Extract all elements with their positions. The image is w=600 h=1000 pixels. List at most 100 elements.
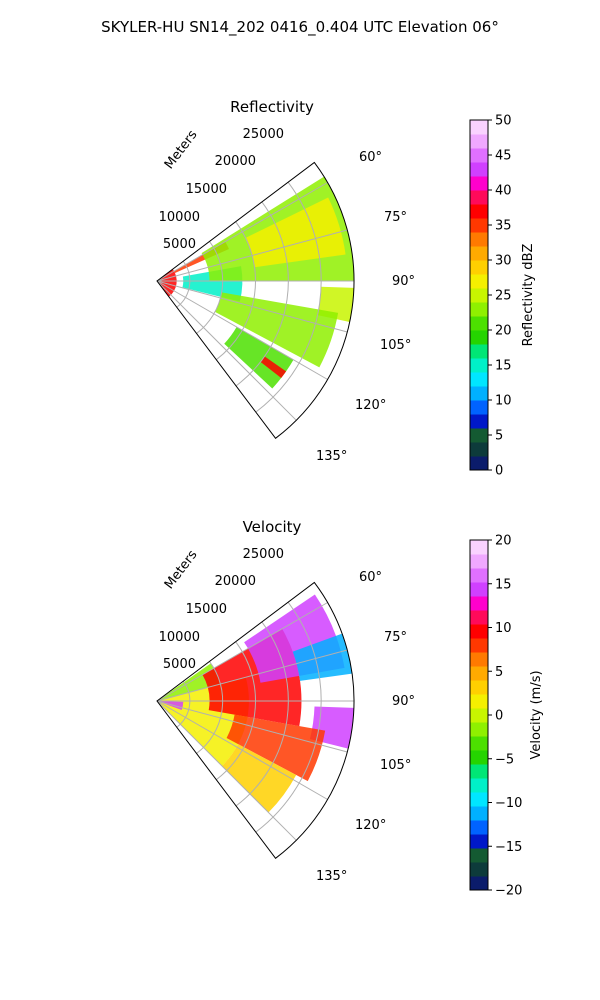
grid-ring	[235, 201, 289, 387]
grid-ring	[255, 181, 322, 413]
colorbar-tick-label: 0	[495, 464, 503, 479]
radial-tick-label: 20000	[215, 154, 256, 169]
colorbar-segment	[470, 792, 488, 807]
grid-ring	[196, 241, 224, 334]
colorbar-segment	[470, 694, 488, 709]
colorbar-segment	[470, 134, 488, 149]
colorbar-tick-label: −5	[495, 752, 514, 767]
radial-tick-label: 5000	[163, 657, 196, 672]
data-cell	[214, 292, 339, 368]
colorbar-tick-label: 20	[495, 324, 512, 339]
colorbar-segment	[470, 190, 488, 205]
velocity-radial-ticks: 5000 10000 15000 20000 25000	[159, 547, 284, 672]
colorbar-segment	[470, 596, 488, 611]
angle-tick-label: 60°	[359, 150, 382, 165]
grid-spoke	[156, 649, 348, 702]
radial-tick-label: 25000	[243, 547, 284, 562]
grid-spoke	[156, 602, 328, 702]
colorbar-tick-label: 15	[495, 577, 512, 592]
colorbar-tick-label: 50	[495, 114, 512, 129]
colorbar-segment	[470, 302, 488, 317]
radial-tick-label: 5000	[163, 237, 196, 252]
colorbar-tick-label: 30	[495, 254, 512, 269]
colorbar-segment	[470, 386, 488, 401]
angle-tick-label: 75°	[384, 210, 407, 225]
radial-tick-label: 25000	[243, 127, 284, 142]
colorbar-segment	[470, 428, 488, 443]
velocity-colorbar-label: Velocity (m/s)	[529, 670, 544, 759]
colorbar-tick-label: 45	[495, 149, 512, 164]
grid-spoke	[156, 700, 328, 800]
angle-tick-label: 135°	[316, 449, 347, 464]
reflectivity-colorbar	[469, 119, 489, 471]
colorbar-segment	[470, 554, 488, 569]
colorbar-segment	[470, 736, 488, 751]
colorbar-tick-label: −20	[495, 884, 522, 899]
colorbar-segment	[470, 666, 488, 681]
reflectivity-radial-ticks: 5000 10000 15000 20000 25000	[159, 127, 284, 252]
grid-ring	[215, 221, 256, 361]
grid-ring	[176, 680, 191, 728]
angle-tick-label: 90°	[392, 694, 415, 709]
colorbar-tick-label: 40	[495, 184, 512, 199]
colorbar-segment	[470, 750, 488, 765]
data-cell	[260, 356, 287, 379]
colorbar-segment	[470, 260, 488, 275]
reflectivity-colorbar-label: Reflectivity dBZ	[521, 244, 536, 347]
velocity-grid	[156, 581, 355, 860]
colorbar-segment	[470, 778, 488, 793]
colorbar-segment	[470, 246, 488, 261]
reflectivity-colorbar-ticks: 0 5 10 15 20 25 30 35 40 45 50	[488, 114, 512, 479]
grid-ring	[215, 641, 256, 781]
data-cell	[222, 744, 297, 813]
angle-tick-label: 105°	[380, 338, 411, 353]
velocity-colorbar-ticks: −20 −15 −10 −5 0 5 10 15 20	[488, 534, 522, 899]
grid-ring	[176, 260, 191, 308]
sector-frame	[156, 161, 355, 440]
colorbar-segment	[470, 806, 488, 821]
reflectivity-panel: Reflectivity Meters 5000 10000 15000 200…	[156, 98, 536, 479]
angle-tick-label: 90°	[392, 274, 415, 289]
colorbar-segment	[470, 610, 488, 625]
colorbar-tick-label: 15	[495, 359, 512, 374]
colorbar-tick-label: 25	[495, 289, 512, 304]
radial-tick-label: 15000	[186, 602, 227, 617]
colorbar-segment	[470, 638, 488, 653]
angle-tick-label: 75°	[384, 630, 407, 645]
colorbar-tick-label: 5	[495, 665, 503, 680]
grid-ring	[235, 621, 289, 807]
colorbar-tick-label: 0	[495, 709, 503, 724]
angle-tick-label: 120°	[355, 398, 386, 413]
colorbar-segment	[470, 204, 488, 219]
grid-ring	[255, 601, 322, 833]
angle-tick-label: 135°	[316, 869, 347, 884]
data-cell	[245, 197, 346, 268]
grid-spoke	[156, 700, 297, 841]
colorbar-segment	[470, 834, 488, 849]
colorbar-segment	[470, 372, 488, 387]
grid-spoke	[156, 280, 297, 421]
colorbar-segment	[470, 148, 488, 163]
reflectivity-radial-label: Meters	[162, 127, 201, 172]
colorbar-segment	[470, 344, 488, 359]
colorbar-segment	[470, 330, 488, 345]
colorbar-segment	[470, 316, 488, 331]
velocity-angle-ticks: 60° 75° 90° 105° 120° 135°	[316, 570, 415, 884]
velocity-radial-label: Meters	[162, 547, 201, 592]
reflectivity-grid	[156, 161, 355, 440]
colorbar-segment	[470, 680, 488, 695]
colorbar-segment	[470, 820, 488, 835]
reflectivity-title: Reflectivity	[230, 98, 314, 116]
angle-tick-label: 105°	[380, 758, 411, 773]
colorbar-segment	[470, 274, 488, 289]
colorbar-segment	[470, 176, 488, 191]
figure-suptitle: SKYLER-HU SN14_202 0416_0.404 UTC Elevat…	[101, 18, 499, 37]
grid-spoke	[156, 700, 348, 753]
colorbar-segment	[470, 708, 488, 723]
colorbar-segment	[470, 288, 488, 303]
colorbar-segment	[470, 414, 488, 429]
data-cell	[292, 633, 353, 681]
colorbar-segment	[470, 120, 488, 135]
colorbar-segment	[470, 722, 488, 737]
velocity-field	[157, 594, 354, 813]
